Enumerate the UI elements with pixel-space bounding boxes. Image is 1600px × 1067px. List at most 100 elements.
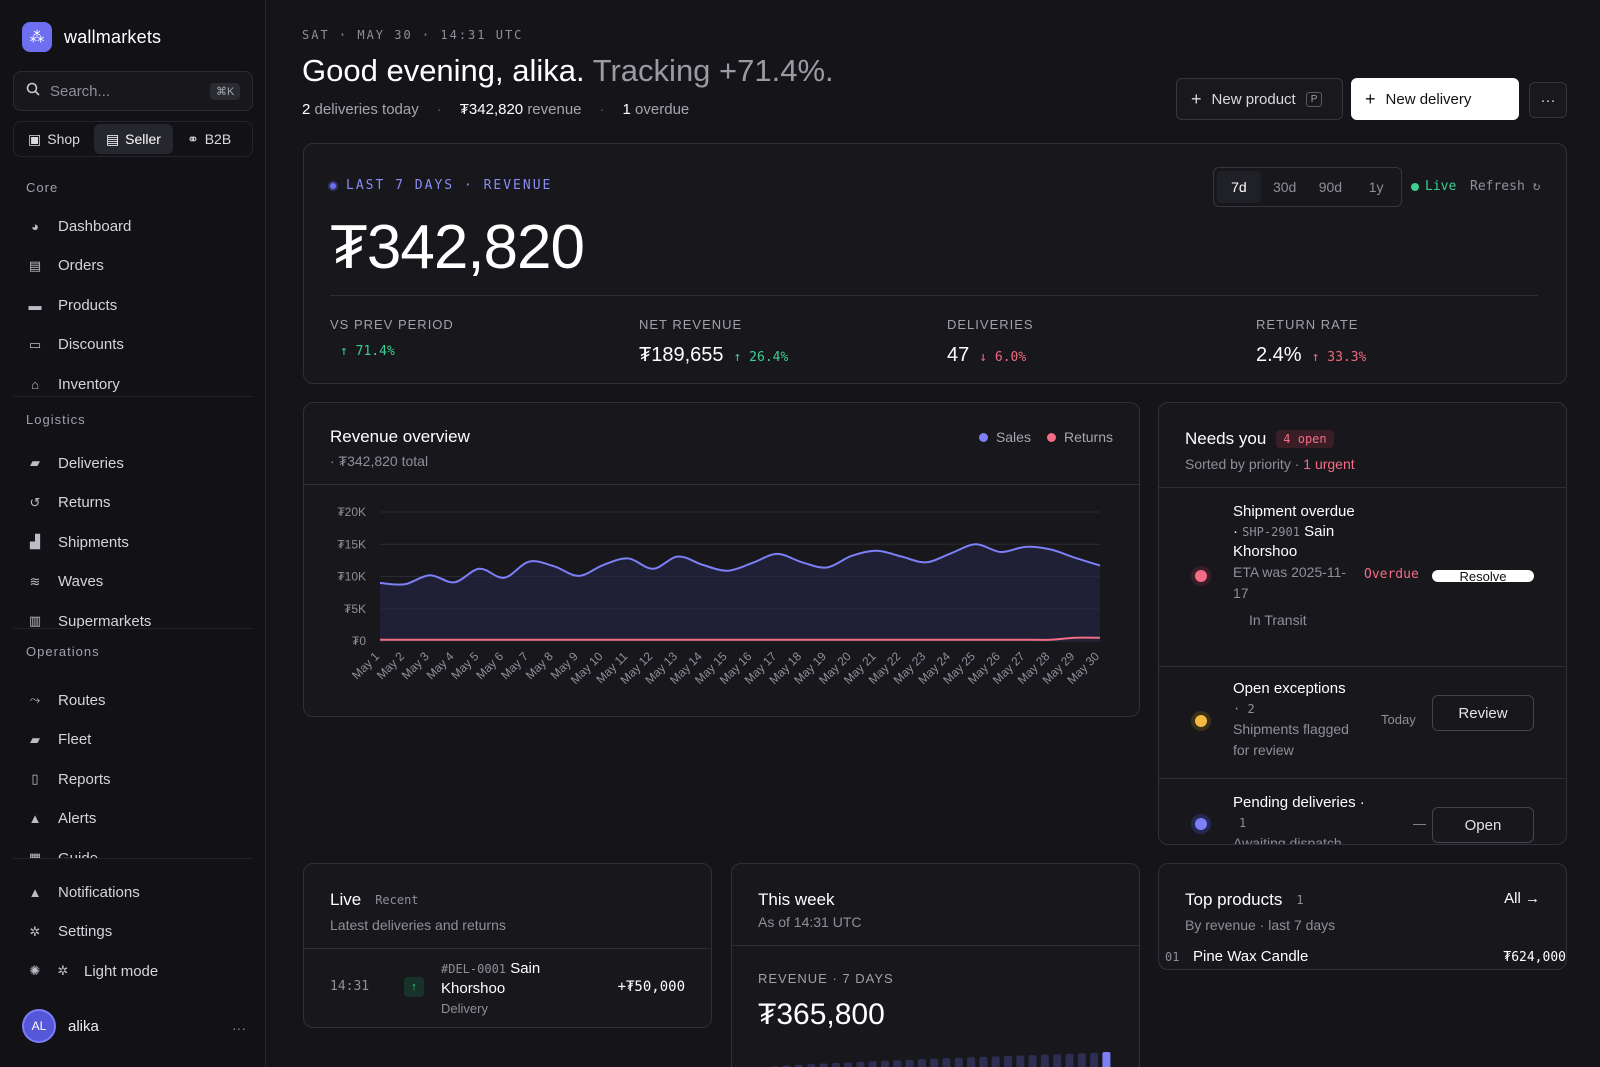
week-bar bbox=[979, 1056, 988, 1067]
resolve-button[interactable]: Resolve bbox=[1432, 570, 1534, 582]
boxes-icon: ▟ bbox=[30, 534, 40, 550]
search-icon bbox=[26, 82, 40, 100]
needs-title-text: Needs you bbox=[1185, 429, 1267, 448]
x-tick-label: May 6 bbox=[473, 649, 506, 682]
status-badge: Overdue bbox=[1364, 567, 1419, 582]
hero-label-text: LAST 7 DAYS · REVENUE bbox=[346, 178, 553, 193]
needs-item[interactable]: Pending deliveries · 1 Awaiting dispatch… bbox=[1159, 778, 1566, 844]
sidebar-item-fleet[interactable]: ▰ Fleet bbox=[13, 722, 253, 758]
bell-icon: ▲ bbox=[28, 884, 42, 900]
open-button[interactable]: Open bbox=[1432, 807, 1534, 843]
live-row-amount: +₮50,000 bbox=[617, 979, 685, 995]
y-tick-label: ₮10K bbox=[337, 570, 366, 584]
divider bbox=[13, 858, 253, 859]
more-options-button[interactable]: ··· bbox=[1529, 82, 1567, 118]
new-delivery-button[interactable]: + New delivery bbox=[1351, 78, 1519, 120]
search-input[interactable] bbox=[50, 82, 200, 100]
sidebar-item-returns[interactable]: ↺ Returns bbox=[13, 485, 253, 521]
needs-item-text: Open exceptions · 2 Shipments flagged fo… bbox=[1233, 680, 1349, 758]
live-card-subtitle: Latest deliveries and returns bbox=[330, 917, 506, 933]
refresh-button[interactable]: Refresh ↻ bbox=[1470, 179, 1541, 194]
sidebar-item-settings[interactable]: ✲ Settings bbox=[13, 914, 253, 950]
range-1y[interactable]: 1y bbox=[1368, 179, 1384, 195]
week-bar bbox=[942, 1058, 951, 1067]
needs-title: Needs you 4 open bbox=[1185, 429, 1334, 449]
product-row[interactable]: 01 Pine Wax Candle ₮624,000 bbox=[1159, 948, 1566, 969]
priority-dot-icon bbox=[1195, 818, 1207, 830]
review-button[interactable]: Review bbox=[1432, 695, 1534, 731]
top-products-count: 1 bbox=[1296, 893, 1304, 907]
revenue-hero-card: LAST 7 DAYS · REVENUE ₮342,820 7d 30d 90… bbox=[303, 143, 1567, 384]
week-bar bbox=[868, 1061, 877, 1067]
mode-shop[interactable]: ▣ Shop bbox=[16, 124, 92, 154]
week-bar bbox=[893, 1060, 902, 1067]
search-box[interactable]: ⌘K bbox=[13, 71, 253, 111]
sidebar-item-orders[interactable]: ▤ Orders bbox=[13, 248, 253, 284]
y-tick-label: ₮15K bbox=[337, 537, 366, 551]
sales-area bbox=[380, 544, 1100, 641]
divider bbox=[304, 484, 1139, 485]
sidebar-item-notifications[interactable]: ▲ Notifications bbox=[13, 874, 253, 910]
gear-icon: ✲ bbox=[29, 923, 41, 939]
divider bbox=[330, 295, 1538, 296]
range-7d[interactable]: 7d bbox=[1217, 171, 1261, 203]
user-more-icon[interactable]: ··· bbox=[232, 1020, 246, 1036]
sidebar-item-alerts[interactable]: ▲ Alerts bbox=[13, 801, 253, 837]
shopping-bag-icon: ▣ bbox=[28, 130, 42, 147]
week-bar bbox=[1077, 1053, 1086, 1067]
ticket-icon: ▭ bbox=[28, 336, 42, 352]
x-tick-label: May 7 bbox=[498, 649, 531, 682]
week-bar bbox=[954, 1057, 963, 1067]
section-logistics: Logistics bbox=[26, 412, 86, 427]
sidebar-item-inventory[interactable]: ⌂ Inventory bbox=[13, 366, 253, 402]
week-bar bbox=[905, 1059, 914, 1067]
week-bar bbox=[844, 1062, 853, 1067]
status-text: Today bbox=[1381, 712, 1416, 727]
y-tick-label: ₮0 bbox=[352, 634, 366, 648]
new-product-button[interactable]: + New product P bbox=[1176, 78, 1343, 120]
summary-deliveries: 2 deliveries today bbox=[302, 101, 419, 118]
divider bbox=[304, 948, 711, 949]
sidebar-item-guide[interactable]: ▦ Guide bbox=[13, 840, 253, 858]
sidebar-item-light-mode[interactable]: ✺ ✲ Light mode bbox=[13, 953, 253, 989]
building-icon: ▥ bbox=[28, 613, 42, 629]
layers-icon: ≋ bbox=[29, 573, 41, 589]
top-products-title-text: Top products bbox=[1185, 890, 1283, 909]
handshake-icon: ⚭ bbox=[186, 130, 199, 147]
brand[interactable]: ⁂ wallmarkets bbox=[22, 22, 161, 52]
kpi-label: NET REVENUE bbox=[639, 317, 743, 332]
recent-tag[interactable]: Recent bbox=[375, 893, 419, 907]
section-operations: Operations bbox=[26, 644, 100, 659]
needs-item[interactable]: Open exceptions · 2 Shipments flagged fo… bbox=[1159, 666, 1566, 778]
mode-seller[interactable]: ▤ Seller bbox=[93, 124, 173, 154]
range-90d[interactable]: 90d bbox=[1318, 179, 1343, 195]
avatar: AL bbox=[22, 1009, 56, 1043]
divider bbox=[13, 628, 253, 629]
sidebar-item-routes[interactable]: ⤳ Routes bbox=[13, 682, 253, 718]
live-row[interactable]: 14:31 ↑ #DEL-0001 Sain Khorshoo Delivery… bbox=[304, 949, 711, 1027]
sidebar-item-dashboard[interactable]: ◕ Dashboard bbox=[13, 208, 253, 244]
sidebar-item-supermarkets[interactable]: ▥ Supermarkets bbox=[13, 603, 253, 639]
x-tick-label: May 3 bbox=[399, 649, 432, 682]
mode-b2b[interactable]: ⚭ B2B bbox=[175, 124, 243, 154]
sidebar-item-waves[interactable]: ≋ Waves bbox=[13, 564, 253, 600]
week-bar bbox=[1028, 1055, 1037, 1067]
sidebar-item-label: Routes bbox=[58, 691, 106, 709]
range-30d[interactable]: 30d bbox=[1272, 179, 1297, 195]
week-bar bbox=[819, 1063, 828, 1067]
sidebar-item-deliveries[interactable]: ▰ Deliveries bbox=[13, 445, 253, 481]
user-profile[interactable]: AL alika bbox=[22, 1009, 99, 1043]
week-bar bbox=[831, 1063, 840, 1067]
new-delivery-label: New delivery bbox=[1385, 90, 1472, 108]
sidebar-item-label: Alerts bbox=[58, 810, 97, 828]
needs-item[interactable]: Shipment overdue · SHP-2901 Sain Khorsho… bbox=[1159, 487, 1566, 666]
sidebar-item-reports[interactable]: ▯ Reports bbox=[13, 761, 253, 797]
sidebar-item-shipments[interactable]: ▟ Shipments bbox=[13, 524, 253, 560]
kpi-label: DELIVERIES bbox=[947, 317, 1034, 332]
returns-line bbox=[380, 636, 1101, 641]
live-dot-icon bbox=[1411, 182, 1419, 191]
view-all-link[interactable]: All → bbox=[1504, 890, 1540, 907]
sidebar-item-products[interactable]: ▬ Products bbox=[13, 287, 253, 323]
sidebar-item-discounts[interactable]: ▭ Discounts bbox=[13, 327, 253, 363]
